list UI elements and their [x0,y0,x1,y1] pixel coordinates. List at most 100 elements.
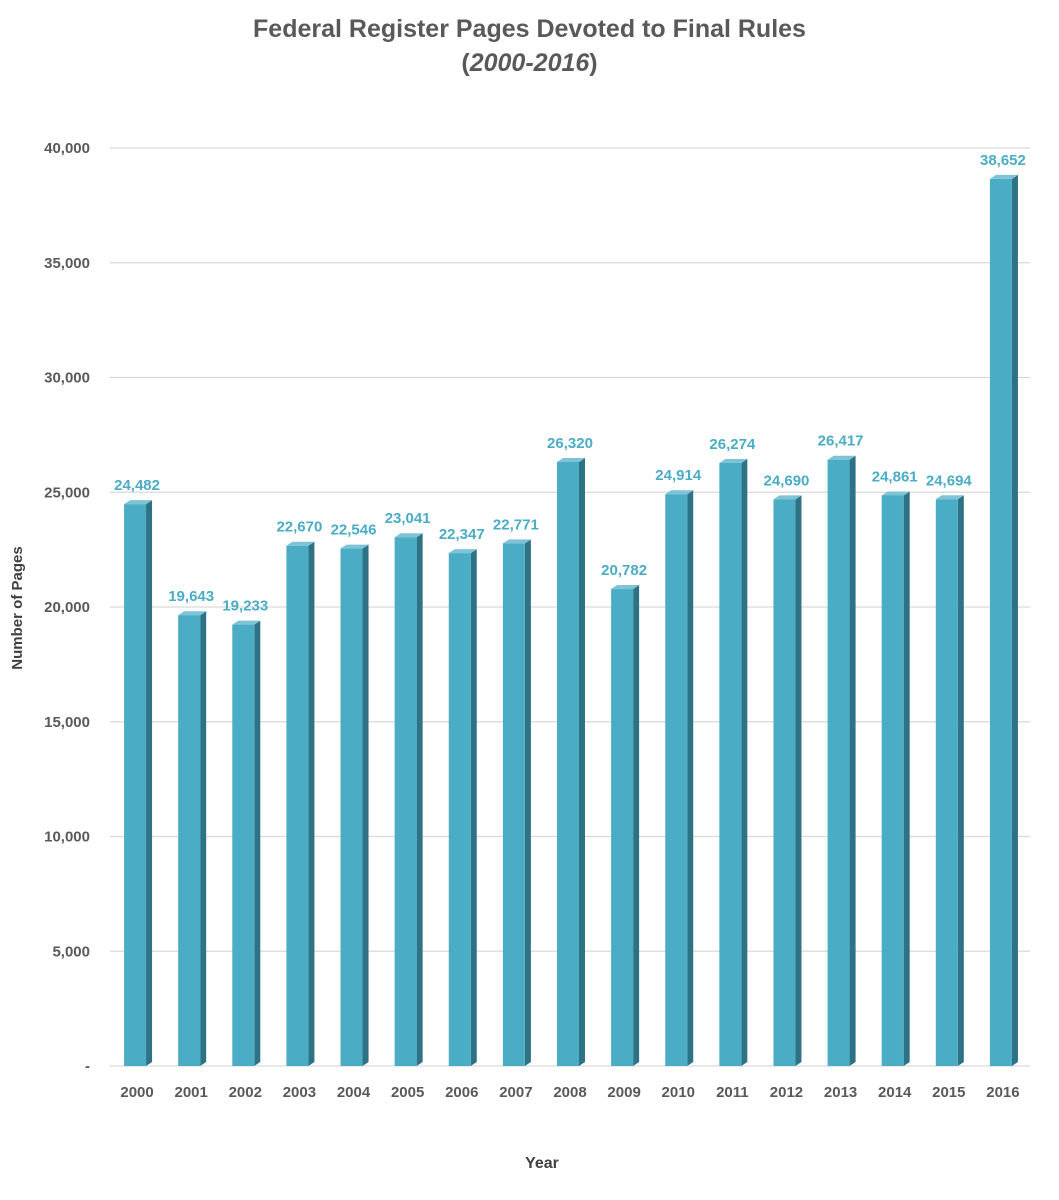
bar-2009 [611,585,640,1066]
bar-side [1011,174,1018,1067]
bar-front [719,463,742,1066]
bar-side [362,544,369,1066]
bar-top [881,491,910,496]
y-tick-label: 10,000 [44,829,90,846]
data-label: 24,690 [764,472,810,489]
x-tick-label: 2008 [553,1084,586,1101]
bar-front [448,553,471,1066]
bar-top [611,585,640,590]
bar-2004 [340,544,369,1066]
bar-front [178,615,201,1066]
x-tick-label: 2009 [607,1084,640,1101]
bar-2016 [989,174,1018,1067]
bar-side [957,495,964,1066]
bar-2014 [881,491,910,1066]
data-label: 24,482 [114,477,160,494]
bar-2012 [773,495,802,1066]
data-label: 22,670 [276,519,322,536]
bar-2005 [394,533,423,1066]
x-tick-label: 2006 [445,1084,478,1101]
bar-side [470,549,477,1066]
x-tick-label: 2004 [337,1084,371,1101]
data-label: 19,233 [222,598,268,615]
x-tick-label: 2001 [174,1084,207,1101]
data-label: 24,694 [926,472,973,489]
x-tick-label: 2002 [229,1084,262,1101]
bar-side [579,457,585,1066]
bar-top [178,611,207,616]
bar-side [687,490,694,1066]
y-tick-label: - [85,1058,90,1075]
bar-2015 [935,495,964,1066]
data-label: 23,041 [385,510,431,527]
y-tick-label: 25,000 [44,484,90,501]
y-tick-label: 20,000 [44,599,90,616]
bar-front [611,589,634,1066]
bar-2013 [827,455,856,1066]
x-tick-label: 2015 [932,1084,965,1101]
bar-side [741,459,748,1066]
y-tick-label: 40,000 [44,140,90,157]
data-label: 20,782 [601,562,647,579]
data-label: 24,861 [872,468,918,485]
bar-front [232,624,255,1066]
bar-top [935,495,964,500]
bar-side [795,495,802,1066]
bar-front [557,461,579,1066]
bar-2002 [232,620,261,1066]
x-tick-label: 2016 [986,1084,1019,1101]
bar-front [394,537,417,1066]
bar-front [989,178,1012,1067]
bar-2000 [124,500,153,1067]
x-axis-label: Year [525,1155,559,1172]
x-axis-ticks: 2000 2001 2002 2003 2004 2005 2006 2007 2008 2009… [120,1084,1019,1101]
bar-front [935,499,958,1066]
bar-front [286,545,309,1066]
bar-top [124,500,153,505]
x-tick-label: 2011 [716,1084,749,1101]
y-tick-label: 15,000 [44,714,90,731]
bar-top [557,457,585,462]
bar-top [665,490,694,495]
bar-side [524,539,531,1066]
data-labels: 24,482 19,643 19,233 22,670 22,546 23,041 22,3… [114,152,1026,615]
data-label: 38,652 [980,152,1026,169]
bar-top [502,539,531,544]
bar-top [989,174,1018,179]
bar-side [200,611,207,1066]
bar-side [416,533,423,1066]
bar-2008 [557,457,585,1066]
bar-2010 [665,490,694,1066]
data-label: 22,347 [439,526,485,543]
bar-front [124,504,147,1067]
x-tick-label: 2010 [662,1084,695,1101]
bar-side [903,491,910,1066]
bar-front [881,495,904,1066]
x-tick-label: 2013 [824,1084,857,1101]
bar-front [502,543,525,1066]
bar-side [633,585,640,1066]
bar-top [394,533,423,538]
bar-top [286,541,315,546]
data-label: 22,546 [331,522,377,539]
data-label: 26,417 [818,433,864,450]
bar-side [146,500,153,1067]
bar-front [827,459,850,1066]
bar-top [719,459,748,464]
bar-top [448,549,477,554]
y-tick-label: 5,000 [52,943,90,960]
y-axis-label: Number of Pages [9,546,26,669]
chart-subtitle: (2000-2016) [461,49,598,77]
bar-front [665,494,688,1066]
data-label: 26,320 [547,435,593,452]
bar-side [254,620,261,1066]
bar-side [308,541,315,1066]
bar-top [827,455,856,460]
x-tick-label: 2003 [283,1084,316,1101]
x-tick-label: 2007 [499,1084,532,1101]
y-tick-label: 30,000 [44,370,90,387]
bar-top [340,544,369,549]
data-label: 26,274 [709,436,756,453]
bar-top [232,620,261,625]
bar-2006 [448,549,477,1066]
